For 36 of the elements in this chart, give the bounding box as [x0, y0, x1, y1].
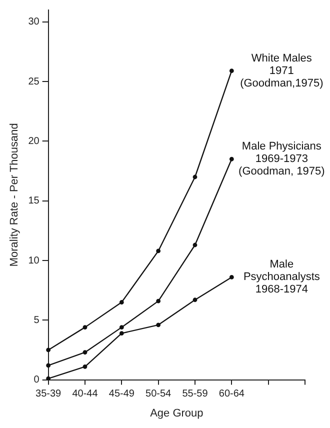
- point: [156, 322, 161, 328]
- y-tick-label: 30: [28, 16, 40, 28]
- y-axis-title: Morality Rate - Per Thousand: [8, 123, 21, 267]
- point: [119, 331, 124, 336]
- point: [192, 298, 198, 302]
- point: [82, 325, 88, 330]
- x-tick-label: 55-59: [182, 388, 208, 400]
- point: [192, 174, 198, 180]
- y-tick-label: 10: [28, 255, 40, 266]
- series-label: Male Physicians 1969-1973 (Goodman, 1975): [238, 140, 325, 178]
- x-tick-label: 60-64: [218, 388, 245, 400]
- y-tick-label: 20: [28, 136, 40, 147]
- point: [82, 350, 88, 355]
- point: [229, 275, 234, 280]
- point: [229, 68, 234, 74]
- point: [119, 300, 124, 304]
- x-axis-title: Age Group: [150, 407, 204, 420]
- point: [156, 298, 161, 304]
- point: [46, 348, 51, 352]
- point: [119, 325, 124, 330]
- point: [46, 376, 51, 380]
- point: [156, 248, 161, 254]
- x-tick-label: 50-54: [146, 388, 172, 400]
- y-tick-label: 0: [34, 374, 40, 386]
- y-tick-label: 15: [28, 196, 40, 207]
- x-tick-label: 45-49: [108, 388, 135, 400]
- point: [229, 156, 234, 162]
- y-tick-label: 25: [28, 76, 40, 88]
- series-label: White Males 1971 (Goodman,1975): [240, 52, 324, 90]
- y-tick-label: 5: [34, 314, 40, 326]
- point: [192, 242, 198, 248]
- x-tick-label: 40-44: [72, 388, 98, 400]
- point: [46, 363, 51, 368]
- point: [82, 364, 88, 369]
- series-label: Male Psychoanalysts 1968-1974: [243, 258, 320, 296]
- x-tick-label: 35-39: [36, 388, 62, 400]
